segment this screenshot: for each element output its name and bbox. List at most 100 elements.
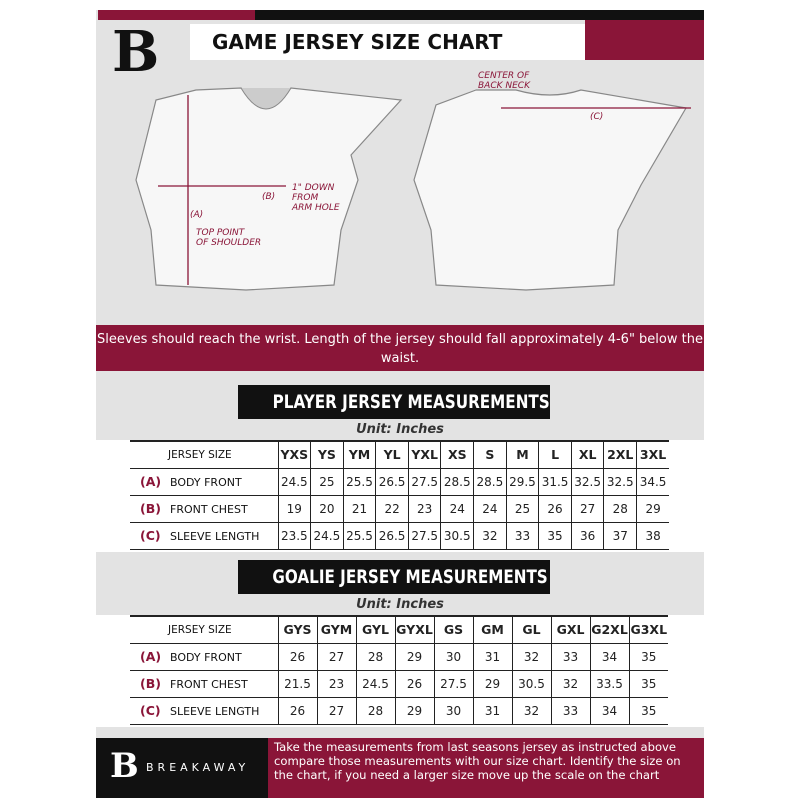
table-cell: 35 [628,643,668,670]
size-header: GYS [277,616,317,643]
player-section-title: PLAYER JERSEY MEASUREMENTS [238,385,550,419]
row-name: FRONT CHEST [170,678,248,691]
table-row: (B) FRONT CHEST 21.5 23 24.5 26 27.5 29 30.5 32 33… [130,670,668,697]
row-name: BODY FRONT [170,476,242,489]
table-cell: 27.5 [407,522,441,549]
table-cell: 28 [355,643,395,670]
table-header-row: JERSEY SIZE GYS GYM GYL GYXL GS GM GL GXL G2XL G3X… [130,616,668,643]
table-cell: 23.5 [277,522,311,549]
table-cell: 25 [310,468,344,495]
table-row: (A) BODY FRONT 24.5 25 25.5 26.5 27.5 28.5 28.5 2… [130,468,670,495]
size-header: YM [342,441,376,468]
page-title: GAME JERSEY SIZE CHART [190,24,585,60]
note-b: 1" DOWN FROM ARM HOLE [292,183,340,213]
table-cell: 32 [473,522,507,549]
table-cell: 23 [316,670,356,697]
size-header: GL [511,616,551,643]
goalie-section-title: GOALIE JERSEY MEASUREMENTS [238,560,550,594]
table-cell: 28.5 [473,468,507,495]
label-c: (C) [590,112,604,122]
table-cell: 30.5 [511,670,551,697]
table-cell: 24.5 [310,522,344,549]
table-cell: 27.5 [407,468,441,495]
table-cell: 25.5 [342,522,376,549]
footer-instructions: Take the measurements from last seasons … [268,738,704,798]
size-header: 2XL [603,441,637,468]
note-c: CENTER OF BACK NECK [478,71,530,91]
size-header: M [505,441,539,468]
note-a: TOP POINT OF SHOULDER [196,228,262,248]
size-header: XL [570,441,604,468]
table-cell: 28 [355,697,395,724]
size-header: GYL [355,616,395,643]
table-cell: 33 [550,643,590,670]
header-accent-bar [98,10,255,20]
row-key: (A) [140,474,162,489]
size-header: L [538,441,572,468]
label-b: (B) [262,192,276,202]
table-cell: 32.5 [603,468,637,495]
size-header: S [473,441,507,468]
table-cell: 33 [505,522,539,549]
table-cell: 30 [433,697,473,724]
table-cell: 30 [433,643,473,670]
table-cell: 22 [375,495,409,522]
table-cell: 19 [277,495,311,522]
label-a: (A) [190,210,204,220]
table-cell: 30.5 [440,522,474,549]
row-name: BODY FRONT [170,651,242,664]
table-cell: 31 [472,697,512,724]
table-cell: 38 [636,522,670,549]
table-cell: 27 [570,495,604,522]
footer-logo: B [110,746,139,786]
table-row: (A) BODY FRONT 26 27 28 29 30 31 32 33 34 35 [130,643,668,670]
row-label: (C) SLEEVE LENGTH [130,697,278,724]
row-label: (A) BODY FRONT [130,468,278,495]
table-cell: 35 [628,697,668,724]
table-cell: 23 [407,495,441,522]
size-header: GYM [316,616,356,643]
header-label: JERSEY SIZE [168,448,232,461]
size-header: 3XL [636,441,670,468]
table-cell: 24.5 [277,468,311,495]
table-cell: 27 [316,643,356,670]
goalie-table-area: JERSEY SIZE GYS GYM GYL GYXL GS GM GL GXL G2XL G3X… [96,615,704,727]
player-section-title-text: PLAYER JERSEY MEASUREMENTS [272,391,550,413]
footer-brand: B BREAKAWAY [96,738,268,798]
header-label: JERSEY SIZE [168,623,232,636]
table-cell: 21 [342,495,376,522]
row-label: (A) BODY FRONT [130,643,278,670]
goalie-size-table: JERSEY SIZE GYS GYM GYL GYXL GS GM GL GXL G2XL G3X… [130,615,668,725]
size-header: GS [433,616,473,643]
table-cell: 29 [394,643,434,670]
size-header: GM [472,616,512,643]
table-cell: 32.5 [570,468,604,495]
table-cell: 34 [589,643,629,670]
player-unit: Unit: Inches [356,422,444,437]
row-key: (C) [140,528,161,543]
table-cell: 33 [550,697,590,724]
table-cell: 29 [472,670,512,697]
size-header: GYXL [394,616,434,643]
row-key: (B) [140,501,161,516]
table-cell: 26.5 [375,468,409,495]
fit-notice: Sleeves should reach the wrist. Length o… [96,325,704,371]
table-cell: 29 [394,697,434,724]
player-table-area: JERSEY SIZE YXS YS YM YL YXL XS S M L XL 2XL 3XL (A) B… [96,440,704,552]
neck-lace [240,87,292,110]
table-cell: 34.5 [636,468,670,495]
header-accent-block [585,20,704,60]
table-cell: 26 [538,495,572,522]
table-cell: 24.5 [355,670,395,697]
table-cell: 24 [440,495,474,522]
table-cell: 25.5 [342,468,376,495]
size-header: XS [440,441,474,468]
table-cell: 32 [511,643,551,670]
brand-logo: B [112,19,160,85]
table-header-row: JERSEY SIZE YXS YS YM YL YXL XS S M L XL 2XL 3XL [130,441,670,468]
table-cell: 33.5 [589,670,629,697]
table-cell: 26 [277,697,317,724]
size-header: GXL [550,616,590,643]
table-cell: 28.5 [440,468,474,495]
table-cell: 27 [316,697,356,724]
